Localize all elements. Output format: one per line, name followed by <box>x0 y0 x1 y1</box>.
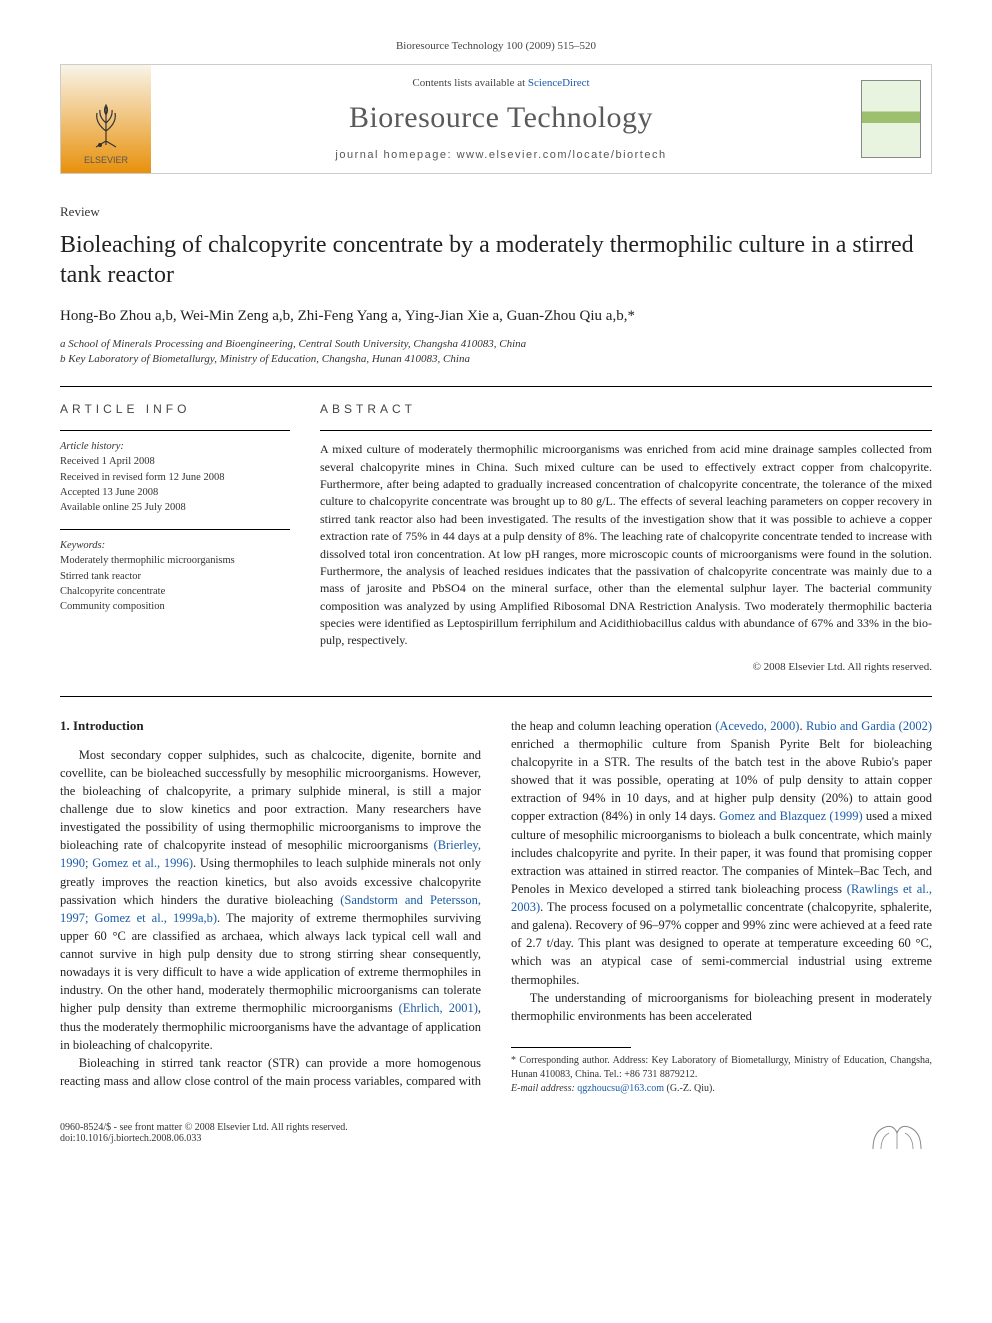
p2-e: . The process focused on a polymetallic … <box>511 900 932 987</box>
journal-homepage-link[interactable]: journal homepage: www.elsevier.com/locat… <box>161 149 841 161</box>
history-received: Received 1 April 2008 <box>60 454 290 469</box>
publisher-name: ELSEVIER <box>84 155 128 165</box>
abstract-column: ABSTRACT A mixed culture of moderately t… <box>320 401 932 676</box>
article-type: Review <box>60 204 932 220</box>
keyword-1: Moderately thermophilic microorganisms <box>60 553 290 568</box>
info-divider-2 <box>60 529 290 530</box>
footnotes: * Corresponding author. Address: Key Lab… <box>511 1054 932 1096</box>
journal-banner: ELSEVIER Contents lists available at Sci… <box>60 64 932 174</box>
article-info-heading: ARTICLE INFO <box>60 401 290 418</box>
affiliations: a School of Minerals Processing and Bioe… <box>60 337 932 368</box>
banner-center: Contents lists available at ScienceDirec… <box>151 65 851 173</box>
info-divider-1 <box>60 430 290 431</box>
elsevier-tree-icon <box>81 101 131 151</box>
page-container: Bioresource Technology 100 (2009) 515–52… <box>0 0 992 1194</box>
contents-line: Contents lists available at ScienceDirec… <box>161 77 841 89</box>
journal-cover-thumbnail <box>861 80 921 158</box>
history-revised: Received in revised form 12 June 2008 <box>60 470 290 485</box>
abstract-text: A mixed culture of moderately thermophil… <box>320 441 932 650</box>
abstract-heading: ABSTRACT <box>320 401 932 418</box>
elsevier-mark-icon <box>867 1123 927 1153</box>
footer-right <box>862 1122 932 1154</box>
affiliation-a: a School of Minerals Processing and Bioe… <box>60 337 932 352</box>
reference-link[interactable]: (Acevedo, 2000) <box>715 719 799 733</box>
keyword-4: Community composition <box>60 599 290 614</box>
divider-top <box>60 386 932 387</box>
abstract-copyright: © 2008 Elsevier Ltd. All rights reserved… <box>320 660 932 676</box>
author-list: Hong-Bo Zhou a,b, Wei-Min Zeng a,b, Zhi-… <box>60 308 932 325</box>
corresponding-author-note: * Corresponding author. Address: Key Lab… <box>511 1054 932 1082</box>
history-online: Available online 25 July 2008 <box>60 500 290 515</box>
email-suffix: (G.-Z. Qiu). <box>664 1083 715 1094</box>
keyword-3: Chalcopyrite concentrate <box>60 584 290 599</box>
article-title: Bioleaching of chalcopyrite concentrate … <box>60 230 932 290</box>
info-abstract-row: ARTICLE INFO Article history: Received 1… <box>60 401 932 676</box>
p1-c: . The majority of extreme thermophiles s… <box>60 911 481 1016</box>
abstract-divider <box>320 430 932 431</box>
p1-a: Most secondary copper sulphides, such as… <box>60 748 481 853</box>
page-footer: 0960-8524/$ - see front matter © 2008 El… <box>60 1122 932 1154</box>
reference-link[interactable]: Rubio and Gardia (2002) <box>806 719 932 733</box>
reference-link[interactable]: Gomez and Blazquez (1999) <box>719 809 863 823</box>
reference-link[interactable]: (Ehrlich, 2001) <box>399 1001 478 1015</box>
keywords-label: Keywords: <box>60 538 290 553</box>
email-line: E-mail address: qgzhoucsu@163.com (G.-Z.… <box>511 1082 932 1096</box>
email-label: E-mail address: <box>511 1083 577 1094</box>
affiliation-b: b Key Laboratory of Biometallurgy, Minis… <box>60 352 932 367</box>
journal-name: Bioresource Technology <box>161 101 841 135</box>
footnote-separator <box>511 1047 631 1048</box>
history-accepted: Accepted 13 June 2008 <box>60 485 290 500</box>
divider-mid <box>60 696 932 697</box>
footer-left: 0960-8524/$ - see front matter © 2008 El… <box>60 1122 348 1154</box>
body-text: 1. Introduction Most secondary copper su… <box>60 717 932 1096</box>
running-header: Bioresource Technology 100 (2009) 515–52… <box>60 40 932 52</box>
paragraph-1: Most secondary copper sulphides, such as… <box>60 746 481 1054</box>
banner-right <box>851 65 931 173</box>
contents-prefix: Contents lists available at <box>412 77 527 89</box>
section-1-heading: 1. Introduction <box>60 717 481 736</box>
history-label: Article history: <box>60 439 290 454</box>
article-info-column: ARTICLE INFO Article history: Received 1… <box>60 401 290 676</box>
paragraph-3: The understanding of microorganisms for … <box>511 989 932 1025</box>
footer-doi: doi:10.1016/j.biortech.2008.06.033 <box>60 1133 348 1144</box>
footer-copyright: 0960-8524/$ - see front matter © 2008 El… <box>60 1122 348 1133</box>
keyword-2: Stirred tank reactor <box>60 569 290 584</box>
publisher-logo-block: ELSEVIER <box>61 65 151 173</box>
email-link[interactable]: qgzhoucsu@163.com <box>577 1083 664 1094</box>
sciencedirect-link[interactable]: ScienceDirect <box>528 77 590 89</box>
